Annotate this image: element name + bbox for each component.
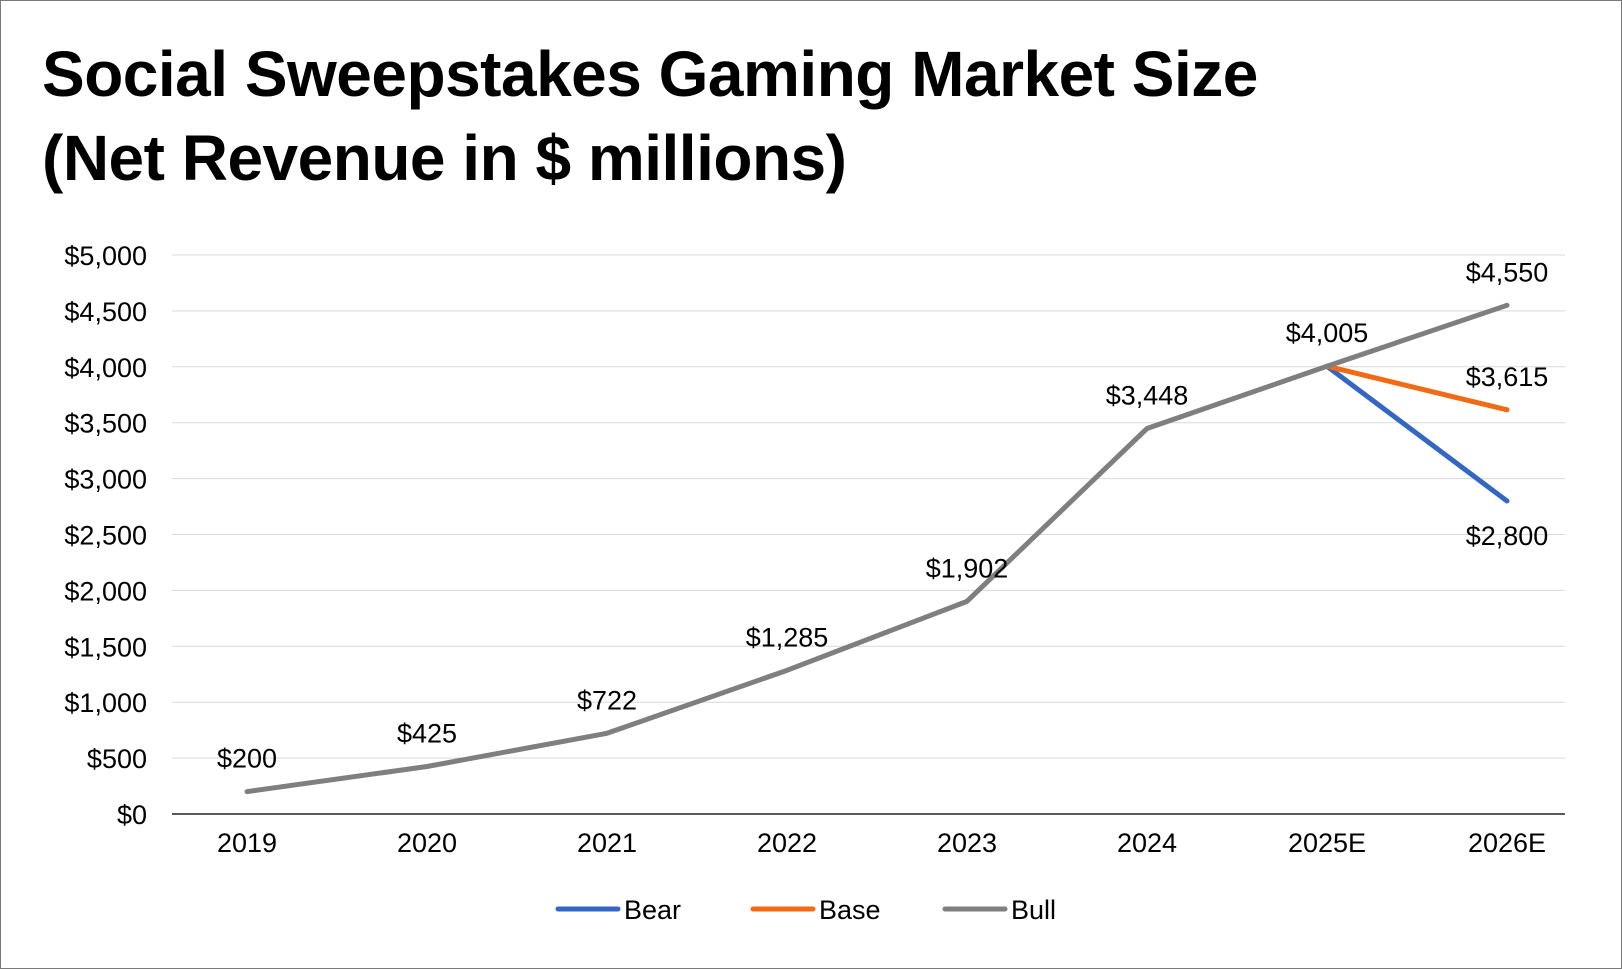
y-tick-label: $3,000 xyxy=(64,465,147,495)
legend-item-bear[interactable]: Bear xyxy=(555,895,681,925)
data-label: $4,005 xyxy=(1286,318,1369,348)
data-label: $3,615 xyxy=(1466,362,1549,392)
data-label: $1,285 xyxy=(746,622,829,652)
x-tick-label: 2023 xyxy=(937,828,997,858)
data-label: $200 xyxy=(217,744,277,774)
data-label: $425 xyxy=(397,718,457,748)
legend-label: Base xyxy=(819,895,881,925)
y-tick-label: $5,000 xyxy=(64,241,147,271)
y-tick-label: $4,000 xyxy=(64,353,147,383)
x-tick-label: 2025E xyxy=(1288,828,1366,858)
series-line-bear xyxy=(1324,363,1510,504)
y-tick-label: $1,000 xyxy=(64,688,147,718)
x-tick-label: 2019 xyxy=(217,828,277,858)
data-labels: $200 $425 $722 $1,285 $1,902 $3,448 $4,005 $4,5… xyxy=(217,257,1548,773)
y-tick-label: $2,000 xyxy=(64,576,147,606)
data-label: $4,550 xyxy=(1466,257,1549,287)
y-tick-label: $500 xyxy=(87,744,147,774)
series-line-bull xyxy=(244,302,1510,795)
gridlines xyxy=(172,254,1565,815)
data-label: $722 xyxy=(577,685,637,715)
y-tick-label: $0 xyxy=(117,800,147,830)
x-tick-label: 2022 xyxy=(757,828,817,858)
y-tick-label: $2,500 xyxy=(64,521,147,551)
legend[interactable]: Bear Base Bull xyxy=(555,895,1056,925)
series-lines xyxy=(244,302,1510,795)
chart-title-line-1: Social Sweepstakes Gaming Market Size xyxy=(42,38,1258,110)
data-label: $3,448 xyxy=(1106,381,1189,411)
legend-item-base[interactable]: Base xyxy=(750,895,881,925)
chart-title: Social Sweepstakes Gaming Market Size (N… xyxy=(42,32,1258,200)
legend-label: Bull xyxy=(1011,895,1056,925)
legend-item-bull[interactable]: Bull xyxy=(942,895,1056,925)
data-label: $2,800 xyxy=(1466,521,1549,551)
x-tick-label: 2021 xyxy=(577,828,637,858)
x-tick-label: 2024 xyxy=(1117,828,1177,858)
series-line-base xyxy=(1324,363,1510,413)
y-tick-label: $4,500 xyxy=(64,297,147,327)
chart-title-line-2: (Net Revenue in $ millions) xyxy=(42,122,847,194)
y-tick-label: $1,500 xyxy=(64,632,147,662)
x-tick-label: 2020 xyxy=(397,828,457,858)
y-tick-label: $3,500 xyxy=(64,409,147,439)
data-label: $1,902 xyxy=(926,553,1009,583)
x-tick-label: 2026E xyxy=(1468,828,1546,858)
legend-label: Bear xyxy=(624,895,681,925)
y-axis-tick-labels: $0 $500 $1,000 $1,500 $2,000 $2,500 $3,000 $3,5… xyxy=(64,241,147,830)
x-axis-tick-labels: 2019 2020 2021 2022 2023 2024 2025E 2026E xyxy=(217,828,1546,858)
